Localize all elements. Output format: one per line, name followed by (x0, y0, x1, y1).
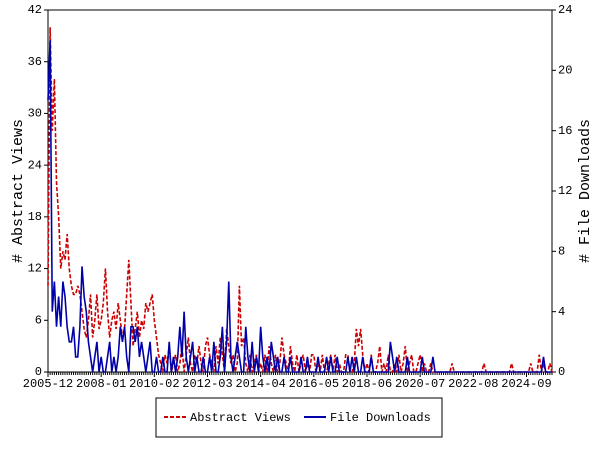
y2-tick-label: 20 (558, 64, 572, 78)
y2-tick-label: 4 (558, 305, 565, 319)
y-tick-label: 30 (28, 107, 42, 121)
y2-axis-title: # File Downloads (577, 119, 594, 263)
y-tick-label: 42 (28, 3, 42, 17)
y2-tick-label: 8 (558, 245, 565, 259)
y-tick-label: 6 (35, 313, 42, 327)
x-tick-label: 2010-02 (129, 377, 179, 391)
legend-label: File Downloads (330, 411, 431, 425)
x-tick-label: 2018-06 (342, 377, 392, 391)
legend-box (155, 397, 443, 438)
x-tick-label: 2008-01 (76, 377, 126, 391)
y-tick-label: 12 (28, 262, 42, 276)
y-axis-title: # Abstract Views (10, 119, 27, 263)
y2-tick-label: 24 (558, 3, 572, 17)
x-tick-label: 2016-05 (289, 377, 339, 391)
legend-label: Abstract Views (190, 411, 291, 425)
y-tick-label: 0 (35, 365, 42, 379)
y-tick-label: 18 (28, 210, 42, 224)
series-line (47, 40, 552, 373)
y2-tick-label: 0 (558, 365, 565, 379)
x-tick-label: 2014-04 (235, 377, 285, 391)
x-tick-label: 2005-12 (23, 377, 73, 391)
y-tick-label: 36 (28, 55, 42, 69)
x-tick-label: 2022-08 (448, 377, 498, 391)
x-tick-label: 2024-09 (501, 377, 551, 391)
x-tick-label: 2020-07 (395, 377, 445, 391)
y2-tick-label: 16 (558, 124, 572, 138)
y2-tick-label: 12 (558, 184, 572, 198)
x-tick-label: 2012-03 (182, 377, 232, 391)
y-tick-label: 24 (28, 158, 42, 172)
